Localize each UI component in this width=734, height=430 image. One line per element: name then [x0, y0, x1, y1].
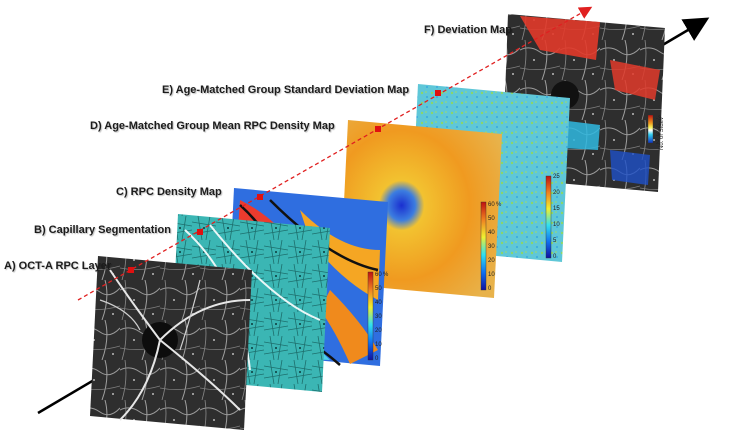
cb-c-unit: %	[383, 272, 389, 278]
cb-f-tick-2: 3	[656, 132, 660, 138]
cb-d-tick-6: 60	[488, 202, 495, 208]
dashed-trace-arrow	[77, 6, 593, 301]
marker-d	[375, 126, 381, 132]
cb-c-tick-6: 60	[375, 272, 382, 278]
label-c: C) RPC Density Map	[116, 186, 222, 198]
panel-a-octa-rpc-layer	[90, 256, 252, 430]
label-d: D) Age-Matched Group Mean RPC Density Ma…	[90, 120, 335, 132]
cb-e-tick-3: 15	[553, 206, 560, 212]
cb-f-tick-3: 2	[656, 140, 660, 146]
cb-d-tick-3: 30	[488, 244, 495, 250]
cb-d-unit: %	[496, 202, 502, 208]
marker-b	[197, 229, 203, 235]
cb-c-tick-0: 0	[375, 356, 379, 362]
cb-c-tick-3: 30	[375, 314, 382, 320]
cb-d-tick-5: 50	[488, 216, 495, 222]
colorbar-f	[647, 114, 654, 144]
label-e: E) Age-Matched Group Standard Deviation …	[162, 84, 410, 96]
cb-c-tick-4: 40	[375, 300, 382, 306]
cb-e-tick-0: 0	[553, 254, 557, 260]
cb-f-unit: No. of Stdev	[659, 117, 665, 150]
marker-a	[128, 267, 134, 273]
cb-e-tick-5: 25	[553, 174, 560, 180]
colorbar-d	[480, 201, 487, 291]
colorbar-c	[367, 271, 374, 361]
cb-d-tick-2: 20	[488, 258, 495, 264]
cb-e-tick-2: 10	[553, 222, 560, 228]
cb-c-tick-5: 50	[375, 286, 382, 292]
cb-f-tick-1: -2	[656, 124, 662, 130]
cb-d-tick-0: 0	[488, 286, 492, 292]
marker-c	[257, 194, 263, 200]
cb-d-tick-1: 10	[488, 272, 495, 278]
marker-e	[435, 90, 441, 96]
label-a: A) OCT-A RPC Layer	[4, 260, 112, 272]
cb-c-tick-1: 10	[375, 342, 382, 348]
cb-e-tick-4: 20	[553, 190, 560, 196]
label-f: F) Deviation Map	[424, 24, 513, 36]
cb-d-tick-4: 40	[488, 230, 495, 236]
colorbar-e	[545, 175, 552, 259]
cb-e-tick-1: 5	[553, 238, 557, 244]
cb-c-tick-2: 20	[375, 328, 382, 334]
cb-f-tick-0: -3	[656, 116, 662, 122]
label-b: B) Capillary Segmentation	[34, 224, 171, 236]
